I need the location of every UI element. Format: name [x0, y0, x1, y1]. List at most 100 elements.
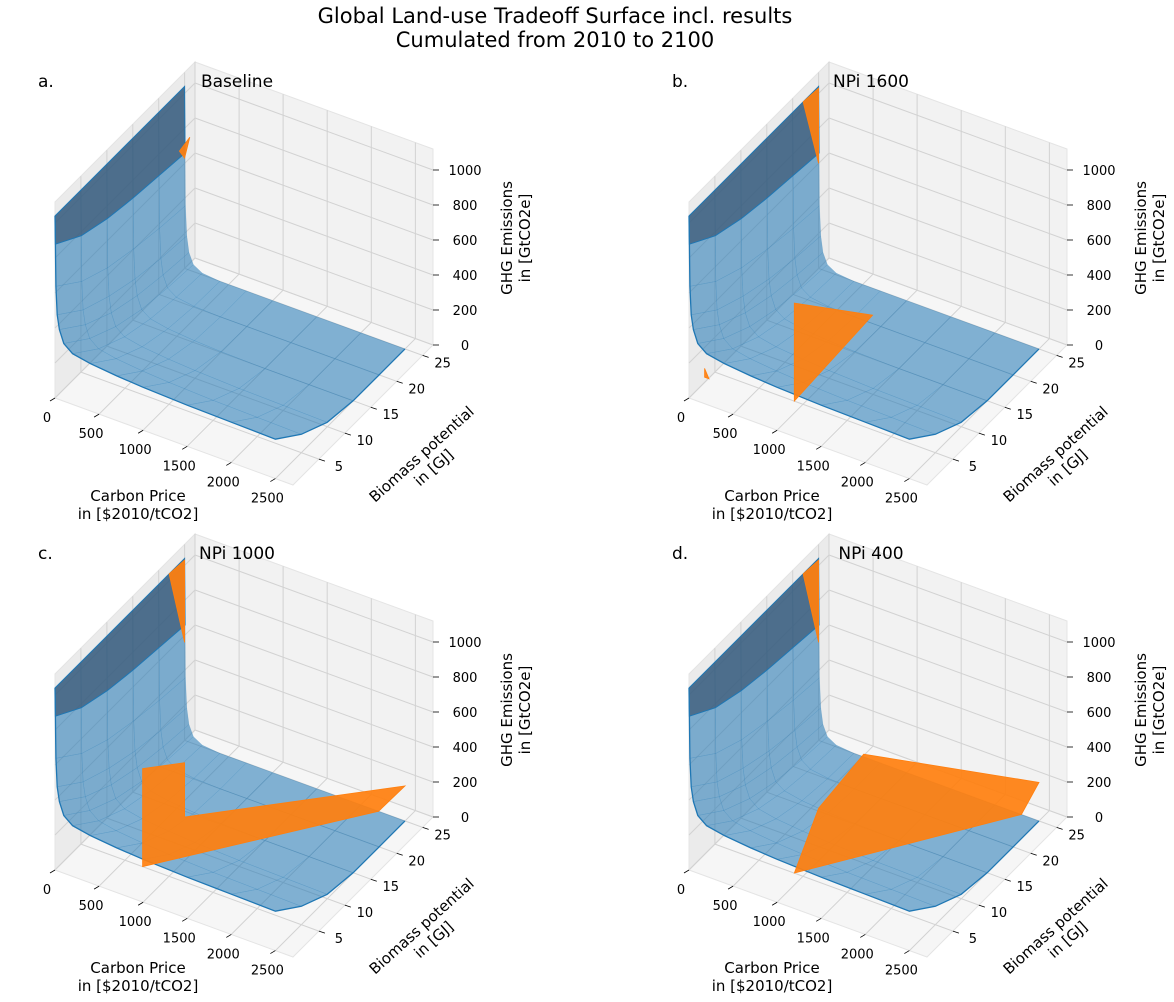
tick-labels: 0 500 1000 1500 2000 2500 5 10 15 20 25 0 200 400 600 8…	[677, 164, 1116, 507]
surface-wall	[688, 85, 820, 245]
figure-title-line-1: Global Land-use Tradeoff Surface incl. r…	[318, 4, 793, 28]
x-tick-label: 1500	[797, 931, 830, 946]
x-tick-label: 0	[677, 411, 685, 426]
z-tick-label: 600	[1087, 234, 1112, 249]
y-tick-label: 5	[969, 932, 977, 947]
x-axis-label: Carbon Price in [$2010/tCO2]	[712, 959, 833, 995]
surface-wall	[688, 557, 820, 717]
x-tick-label: 2000	[841, 947, 874, 962]
result-patches	[793, 559, 1040, 874]
panel-label: b.	[672, 72, 688, 92]
x-tick-label: 1000	[753, 443, 786, 458]
z-tick-label: 200	[453, 304, 478, 319]
x-tick-label: 2500	[885, 492, 918, 507]
y-tick-label: 20	[1042, 382, 1059, 397]
panel-label: a.	[38, 72, 54, 92]
x-tick-label: 2000	[841, 475, 874, 490]
panel-title: NPi 1600	[833, 72, 909, 92]
panel-title: NPi 1000	[199, 544, 275, 564]
y-tick-label: 15	[383, 408, 400, 423]
result-patch	[168, 559, 186, 643]
y-tick-label: 5	[335, 932, 343, 947]
x-tick-label: 2000	[207, 475, 240, 490]
z-tick-label: 600	[453, 234, 478, 249]
panel-title: NPi 400	[838, 544, 903, 564]
result-patch	[802, 87, 819, 164]
surface-face	[55, 753, 84, 788]
z-tick-label: 200	[1087, 304, 1112, 319]
result-patch	[793, 302, 874, 403]
y-tick-label: 5	[335, 460, 343, 475]
x-tick-label: 1500	[163, 931, 196, 946]
panel-2: 0 500 1000 1500 2000 2500 5 10 15 20 25 0 200 400 600 8…	[672, 60, 1168, 523]
panel-4: 0 500 1000 1500 2000 2500 5 10 15 20 25 0 200 400 600 8…	[672, 532, 1168, 995]
y-tick-label: 10	[991, 906, 1008, 921]
y-tick-label: 25	[434, 828, 451, 843]
surface-wall	[54, 557, 186, 717]
result-patch	[178, 136, 191, 160]
z-tick-label: 800	[453, 199, 478, 214]
y-tick-label: 15	[383, 880, 400, 895]
x-tick-label: 500	[713, 899, 738, 914]
x-tick-label: 500	[79, 427, 104, 442]
result-patch	[793, 753, 1040, 874]
tick-labels: 0 500 1000 1500 2000 2500 5 10 15 20 25 0 200 400 600 8…	[43, 164, 482, 507]
z-tick-label: 600	[1087, 706, 1112, 721]
z-tick-label: 800	[1087, 199, 1112, 214]
result-patches	[178, 136, 191, 160]
y-tick-label: 10	[991, 434, 1008, 449]
panel-label: d.	[672, 544, 688, 564]
z-tick-label: 800	[453, 671, 478, 686]
y-tick-label: 15	[1017, 408, 1034, 423]
x-tick-label: 1000	[753, 915, 786, 930]
figure-title-line-2: Cumulated from 2010 to 2100	[396, 28, 714, 52]
z-tick-label: 1000	[1082, 164, 1115, 179]
result-patches	[142, 559, 407, 868]
z-tick-label: 0	[461, 811, 469, 826]
y-tick-label: 20	[408, 854, 425, 869]
panel-3: 0 500 1000 1500 2000 2500 5 10 15 20 25 0 200 400 600 8…	[38, 532, 534, 995]
surface-face	[689, 753, 718, 788]
y-tick-label: 15	[1017, 880, 1034, 895]
panel-label: c.	[38, 544, 53, 564]
y-tick-label: 25	[1068, 828, 1085, 843]
z-tick-label: 400	[453, 269, 478, 284]
z-tick-label: 200	[453, 776, 478, 791]
result-patch	[802, 559, 819, 643]
z-tick-label: 200	[1087, 776, 1112, 791]
x-tick-label: 500	[713, 427, 738, 442]
surface-edge	[688, 215, 1040, 440]
y-tick-label: 25	[1068, 356, 1085, 371]
y-tick-label: 20	[1042, 854, 1059, 869]
y-tick-label: 5	[969, 460, 977, 475]
x-axis-label: Carbon Price in [$2010/tCO2]	[712, 487, 833, 523]
x-tick-label: 500	[79, 899, 104, 914]
x-tick-label: 2500	[885, 964, 918, 979]
y-tick-label: 25	[434, 356, 451, 371]
panel-1: 0 500 1000 1500 2000 2500 5 10 15 20 25 0 200 400 600 8…	[38, 60, 534, 523]
x-tick-label: 1000	[119, 443, 152, 458]
x-tick-label: 2000	[207, 947, 240, 962]
z-tick-label: 1000	[1082, 636, 1115, 651]
z-tick-label: 400	[453, 741, 478, 756]
surface-edge	[54, 687, 406, 912]
x-tick-label: 1500	[797, 459, 830, 474]
x-tick-label: 2500	[251, 492, 284, 507]
surface-wall	[54, 85, 186, 245]
x-tick-label: 0	[43, 883, 51, 898]
z-tick-label: 600	[453, 706, 478, 721]
z-tick-label: 1000	[448, 164, 481, 179]
result-patch	[704, 368, 710, 380]
z-tick-label: 0	[1095, 339, 1103, 354]
z-tick-label: 0	[1095, 811, 1103, 826]
z-tick-label: 1000	[448, 636, 481, 651]
result-patches	[704, 87, 874, 403]
x-tick-label: 0	[677, 883, 685, 898]
x-axis-label: Carbon Price in [$2010/tCO2]	[78, 487, 199, 523]
x-tick-label: 1500	[163, 459, 196, 474]
x-axis-label: Carbon Price in [$2010/tCO2]	[78, 959, 199, 995]
x-tick-label: 2500	[251, 964, 284, 979]
z-axis-label: GHG Emissionsin [GtCO2e]	[498, 181, 534, 295]
x-tick-label: 1000	[119, 915, 152, 930]
